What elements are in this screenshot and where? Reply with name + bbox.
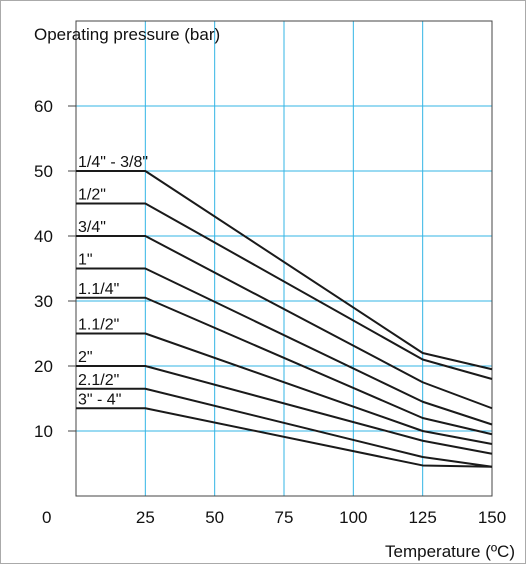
series-line-3 [76,235,493,410]
y-tick-label-10: 10 [34,422,53,441]
series-line-9 [76,407,493,468]
x-axis-label: Temperature (ºC) [385,542,515,561]
x-tick-label-100: 100 [339,508,367,527]
y-tick-label-50: 50 [34,162,53,181]
series-label-9: 3" - 4" [78,391,121,408]
x-tick-label-125: 125 [408,508,436,527]
series-label-6: 1.1/2" [78,317,119,334]
series-lines [76,170,493,468]
y-axis-label: Operating pressure (bar) [34,25,220,44]
series-line-8 [76,387,493,468]
series-label-8: 2.1/2" [78,372,119,389]
series-label-1: 1/4" - 3/8" [78,154,148,171]
series-line-1 [76,170,493,371]
x-tick-label-25: 25 [136,508,155,527]
series-label-5: 1.1/4" [78,281,119,298]
series-line-4 [76,267,493,426]
x-tick-label-150: 150 [478,508,506,527]
plot-area-border [75,20,493,497]
series-line-6 [76,332,493,445]
series-line-5 [76,296,493,436]
series-line-7 [76,365,493,455]
series-label-2: 1/2" [78,187,106,204]
y-tick-label-40: 40 [34,227,53,246]
series-label-7: 2" [78,349,93,366]
series-line-2 [76,202,493,380]
y-tick-label-30: 30 [34,292,53,311]
tick-labels: 10 20 30 40 50 60 25 50 75 100 125 150 [34,97,506,527]
y-tick-label-20: 20 [34,357,53,376]
x-tick-label-50: 50 [205,508,224,527]
x-tick-label-75: 75 [275,508,294,527]
y-tick-label-60: 60 [34,97,53,116]
series-label-4: 1" [78,252,93,269]
origin-label: 0 [42,508,51,527]
series-labels: 1/4" - 3/8" 1/2" 3/4" 1" 1.1/4" 1.1/2" 2" 2.1/2… [78,154,148,408]
series-label-3: 3/4" [78,219,106,236]
